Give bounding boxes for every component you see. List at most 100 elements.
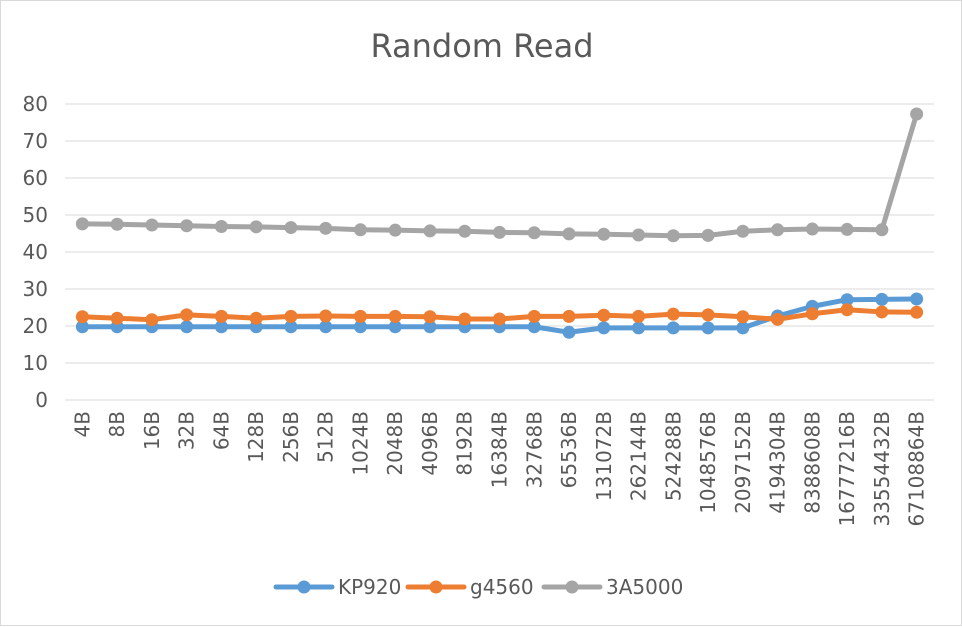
data-point xyxy=(910,305,924,319)
data-point xyxy=(910,292,924,306)
chart-title: Random Read xyxy=(370,27,593,65)
data-point xyxy=(805,222,819,236)
data-point xyxy=(214,309,228,323)
data-point xyxy=(910,107,924,121)
x-tick-label: 2048B xyxy=(383,411,407,476)
data-point xyxy=(180,320,194,334)
x-axis-ticks: 4B 8B 16B 32B 64B 128B 256B 512B 1024B 2048B 4096B… xyxy=(70,411,928,527)
data-point xyxy=(423,310,437,324)
data-point xyxy=(736,310,750,324)
legend-swatch-marker xyxy=(429,580,443,594)
data-point xyxy=(666,229,680,243)
y-tick-label: 80 xyxy=(23,92,48,116)
gridlines xyxy=(65,103,934,401)
data-point xyxy=(458,312,472,326)
data-point xyxy=(319,309,333,323)
x-tick-label: 131072B xyxy=(592,411,616,501)
x-tick-label: 65536B xyxy=(557,411,581,488)
x-tick-label: 32B xyxy=(175,411,199,450)
data-point xyxy=(319,221,333,235)
x-tick-label: 8B xyxy=(105,411,129,437)
legend-swatch-marker xyxy=(565,580,579,594)
data-point xyxy=(388,309,402,323)
data-point xyxy=(875,305,889,319)
data-point xyxy=(214,320,228,334)
data-point xyxy=(562,309,576,323)
data-point xyxy=(75,320,89,334)
data-point xyxy=(875,292,889,306)
x-tick-label: 32768B xyxy=(522,411,546,488)
legend-item-g4560: g4560 xyxy=(405,575,534,599)
data-point xyxy=(180,219,194,233)
y-tick-label: 10 xyxy=(23,351,48,375)
x-tick-label: 2097152B xyxy=(731,411,755,514)
data-point xyxy=(701,321,715,335)
x-tick-label: 8388608B xyxy=(800,411,824,514)
data-point xyxy=(736,321,750,335)
data-point xyxy=(353,309,367,323)
series-g4560 xyxy=(75,303,924,327)
data-point xyxy=(458,224,472,238)
y-tick-label: 60 xyxy=(23,166,48,190)
y-tick-label: 20 xyxy=(23,314,48,338)
series-3A5000 xyxy=(75,107,924,243)
x-tick-label: 1024B xyxy=(348,411,372,476)
data-point xyxy=(527,309,541,323)
data-point xyxy=(353,223,367,237)
data-point xyxy=(701,228,715,242)
data-point xyxy=(527,226,541,240)
y-tick-label: 30 xyxy=(23,277,48,301)
data-point xyxy=(597,227,611,241)
data-point xyxy=(736,224,750,238)
data-point xyxy=(110,311,124,325)
x-tick-label: 16384B xyxy=(488,411,512,488)
data-point xyxy=(353,320,367,334)
data-point xyxy=(423,224,437,238)
data-point xyxy=(423,320,437,334)
x-tick-label: 67108864B xyxy=(905,411,929,527)
data-point xyxy=(771,312,785,326)
legend-swatch-marker xyxy=(297,580,311,594)
data-point xyxy=(632,321,646,335)
data-point xyxy=(597,308,611,322)
data-point xyxy=(771,223,785,237)
x-tick-label: 16B xyxy=(140,411,164,450)
data-point xyxy=(388,320,402,334)
data-point xyxy=(805,307,819,321)
data-point xyxy=(562,325,576,339)
x-tick-label: 8192B xyxy=(453,411,477,476)
x-tick-label: 128B xyxy=(244,411,268,463)
data-point xyxy=(840,303,854,317)
x-tick-label: 512B xyxy=(314,411,338,463)
y-tick-label: 0 xyxy=(35,388,48,412)
data-point xyxy=(284,221,298,235)
legend-label: 3A5000 xyxy=(606,575,683,599)
series-group xyxy=(75,107,924,339)
data-point xyxy=(388,223,402,237)
data-point xyxy=(527,320,541,334)
data-point xyxy=(75,310,89,324)
y-tick-label: 70 xyxy=(23,129,48,153)
data-point xyxy=(284,309,298,323)
x-tick-label: 4B xyxy=(70,411,94,437)
data-point xyxy=(180,308,194,322)
x-tick-label: 262144B xyxy=(627,411,651,501)
data-point xyxy=(562,227,576,241)
data-point xyxy=(632,309,646,323)
x-tick-label: 33554432B xyxy=(870,411,894,527)
data-point xyxy=(110,217,124,231)
data-point xyxy=(666,321,680,335)
x-tick-label: 64B xyxy=(209,411,233,450)
legend-item-KP920: KP920 xyxy=(273,575,401,599)
data-point xyxy=(249,220,263,234)
y-tick-label: 40 xyxy=(23,240,48,264)
x-tick-label: 16777216B xyxy=(835,411,859,527)
legend-label: KP920 xyxy=(338,575,401,599)
y-axis-ticks: 0 10 20 30 40 50 60 70 80 xyxy=(23,92,48,412)
legend-item-3A5000: 3A5000 xyxy=(541,575,683,599)
legend: KP920 g4560 3A5000 xyxy=(273,575,683,599)
data-point xyxy=(249,311,263,325)
x-tick-label: 1048576B xyxy=(696,411,720,514)
data-point xyxy=(75,217,89,231)
